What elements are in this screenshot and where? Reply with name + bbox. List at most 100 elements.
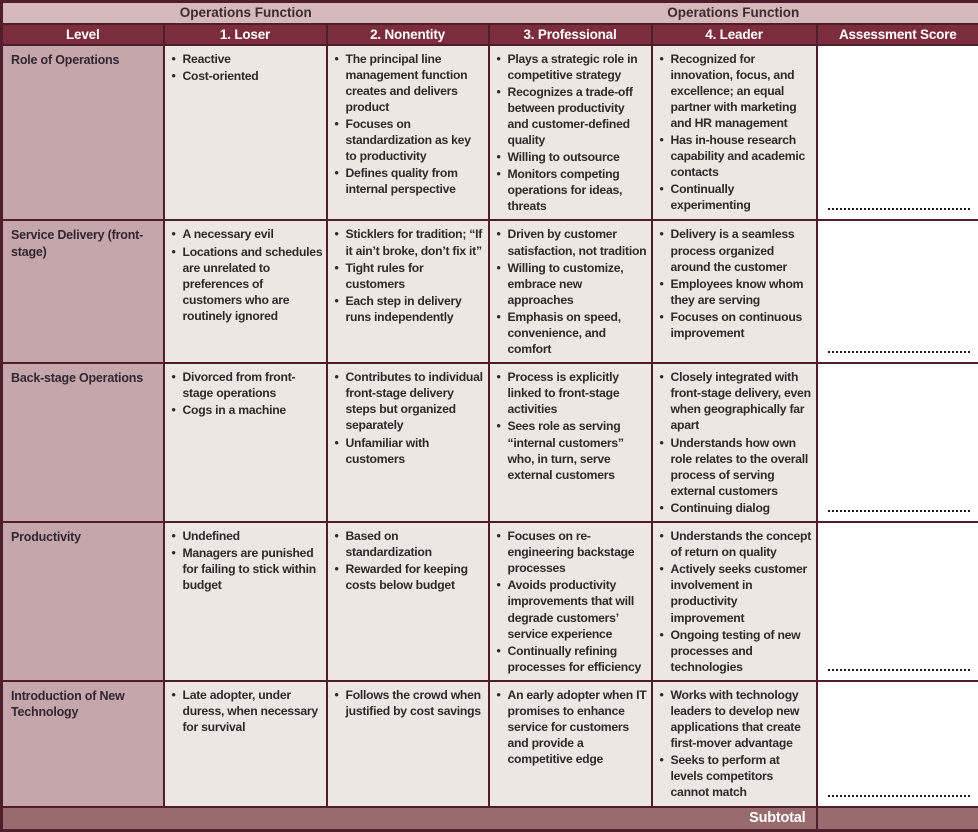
loser-cell: Reactive Cost-oriented xyxy=(164,45,327,221)
bullet-list: Driven by customer satisfaction, not tra… xyxy=(496,226,648,357)
bullet: Actively seeks customer involvement in p… xyxy=(659,561,813,625)
bullet-list: The principal line management function c… xyxy=(334,51,485,198)
assessment-score-cell xyxy=(817,522,978,681)
bullet-list: Divorced from front-stage operations Cog… xyxy=(171,369,323,418)
bullet: Locations and schedules are unrelated to… xyxy=(171,244,323,324)
bullet: Monitors competing operations for ideas,… xyxy=(496,166,648,214)
leader-cell: Closely integrated with front-stage deli… xyxy=(652,363,817,522)
bullet-list: Based on standardization Rewarded for ke… xyxy=(334,528,485,593)
loser-cell: Divorced from front-stage operations Cog… xyxy=(164,363,327,522)
bullet-list: Process is explicitly linked to front-st… xyxy=(496,369,648,483)
bullet: Managers are punished for failing to sti… xyxy=(171,545,323,593)
bullet: Defines quality from internal perspectiv… xyxy=(334,165,485,197)
bullet-list: Undefined Managers are punished for fail… xyxy=(171,528,323,593)
bullet: Contributes to individual front-stage de… xyxy=(334,369,485,433)
bullet: Plays a strategic role in competitive st… xyxy=(496,51,648,83)
bullet-list: A necessary evil Locations and schedules… xyxy=(171,226,323,324)
bullet-list: Works with technology leaders to develop… xyxy=(659,687,813,801)
bullet: Emphasis on speed, convenience, and comf… xyxy=(496,309,648,357)
row-label: Service Delivery (front-stage) xyxy=(2,220,164,363)
col-header-nonentity: 2. Nonentity xyxy=(327,24,489,45)
group-header-left: Operations Function xyxy=(2,2,489,24)
bullet: A necessary evil xyxy=(171,226,323,242)
nonentity-cell: Based on standardization Rewarded for ke… xyxy=(327,522,489,681)
bullet: Works with technology leaders to develop… xyxy=(659,687,813,751)
dotted-answer-line xyxy=(828,510,971,512)
bullet-list: Follows the crowd when justified by cost… xyxy=(334,687,485,719)
col-header-level: Level xyxy=(2,24,164,45)
bullet-list: Reactive Cost-oriented xyxy=(171,51,323,84)
bullet: Ongoing testing of new processes and tec… xyxy=(659,627,813,675)
bullet: Undefined xyxy=(171,528,323,544)
bullet: Cogs in a machine xyxy=(171,402,323,418)
group-header-right: Operations Function xyxy=(489,2,978,24)
bullet-list: Delivery is a seamless process organized… xyxy=(659,226,813,341)
bullet-list: Plays a strategic role in competitive st… xyxy=(496,51,648,215)
bullet-list: Contributes to individual front-stage de… xyxy=(334,369,485,467)
bullet: An early adopter when IT promises to enh… xyxy=(496,687,648,767)
subtotal-score-cell xyxy=(817,807,978,831)
bullet: Continually experimenting xyxy=(659,181,813,213)
bullet: Employees know whom they are serving xyxy=(659,276,813,308)
bullet-list: Understands the concept of return on qua… xyxy=(659,528,813,675)
nonentity-cell: Contributes to individual front-stage de… xyxy=(327,363,489,522)
subtotal-row: Subtotal xyxy=(2,807,978,831)
bullet: Recognized for innovation, focus, and ex… xyxy=(659,51,813,131)
bullet: Follows the crowd when justified by cost… xyxy=(334,687,485,719)
subtotal-label: Subtotal xyxy=(2,807,817,831)
loser-cell: Undefined Managers are punished for fail… xyxy=(164,522,327,681)
col-header-assessment-score: Assessment Score xyxy=(817,24,978,45)
bullet-list: Focuses on re-engineering backstage proc… xyxy=(496,528,648,675)
bullet: The principal line management function c… xyxy=(334,51,485,115)
professional-cell: Process is explicitly linked to front-st… xyxy=(489,363,652,522)
bullet: Late adopter, under duress, when necessa… xyxy=(171,687,323,735)
bullet-list: Late adopter, under duress, when necessa… xyxy=(171,687,323,735)
table-row-role-of-operations: Role of Operations Reactive Cost-oriente… xyxy=(2,45,978,221)
bullet: Has in-house research capability and aca… xyxy=(659,132,813,180)
col-header-loser: 1. Loser xyxy=(164,24,327,45)
bullet: Understands the concept of return on qua… xyxy=(659,528,813,560)
bullet-list: An early adopter when IT promises to enh… xyxy=(496,687,648,767)
bullet: Focuses on standardization as key to pro… xyxy=(334,116,485,164)
dotted-answer-line xyxy=(828,208,971,210)
bullet-list: Recognized for innovation, focus, and ex… xyxy=(659,51,813,214)
leader-cell: Recognized for innovation, focus, and ex… xyxy=(652,45,817,221)
bullet: Avoids productivity improvements that wi… xyxy=(496,577,648,641)
bullet: Divorced from front-stage operations xyxy=(171,369,323,401)
leader-cell: Understands the concept of return on qua… xyxy=(652,522,817,681)
dotted-answer-line xyxy=(828,795,971,797)
bullet: Rewarded for keeping costs below budget xyxy=(334,561,485,593)
bullet: Continually refining processes for effic… xyxy=(496,643,648,675)
bullet: Willing to outsource xyxy=(496,149,648,165)
row-label: Back-stage Operations xyxy=(2,363,164,522)
dotted-answer-line xyxy=(828,669,971,671)
bullet-list: Closely integrated with front-stage deli… xyxy=(659,369,813,516)
bullet: Recognizes a trade-off between productiv… xyxy=(496,84,648,148)
bullet-list: Sticklers for tradition; “If it ain’t br… xyxy=(334,226,485,325)
row-label: Productivity xyxy=(2,522,164,681)
assessment-score-cell xyxy=(817,363,978,522)
bullet: Continuing dialog xyxy=(659,500,813,516)
loser-cell: A necessary evil Locations and schedules… xyxy=(164,220,327,363)
column-header-row: Level 1. Loser 2. Nonentity 3. Professio… xyxy=(2,24,978,45)
bullet: Delivery is a seamless process organized… xyxy=(659,226,813,274)
bullet: Reactive xyxy=(171,51,323,67)
bullet: Closely integrated with front-stage deli… xyxy=(659,369,813,433)
bullet: Understands how own role relates to the … xyxy=(659,435,813,499)
col-header-professional: 3. Professional xyxy=(489,24,652,45)
bullet: Sees role as serving “internal customers… xyxy=(496,418,648,482)
bullet: Each step in delivery runs independently xyxy=(334,293,485,325)
nonentity-cell: Sticklers for tradition; “If it ain’t br… xyxy=(327,220,489,363)
professional-cell: Driven by customer satisfaction, not tra… xyxy=(489,220,652,363)
dotted-answer-line xyxy=(828,351,971,353)
table-row-productivity: Productivity Undefined Managers are puni… xyxy=(2,522,978,681)
bullet: Driven by customer satisfaction, not tra… xyxy=(496,226,648,258)
bullet: Unfamiliar with customers xyxy=(334,435,485,467)
leader-cell: Delivery is a seamless process organized… xyxy=(652,220,817,363)
operations-assessment-worksheet: Operations Function Operations Function … xyxy=(0,0,978,788)
assessment-score-cell xyxy=(817,45,978,221)
professional-cell: Plays a strategic role in competitive st… xyxy=(489,45,652,221)
nonentity-cell: The principal line management function c… xyxy=(327,45,489,221)
group-header-row: Operations Function Operations Function xyxy=(2,2,978,24)
